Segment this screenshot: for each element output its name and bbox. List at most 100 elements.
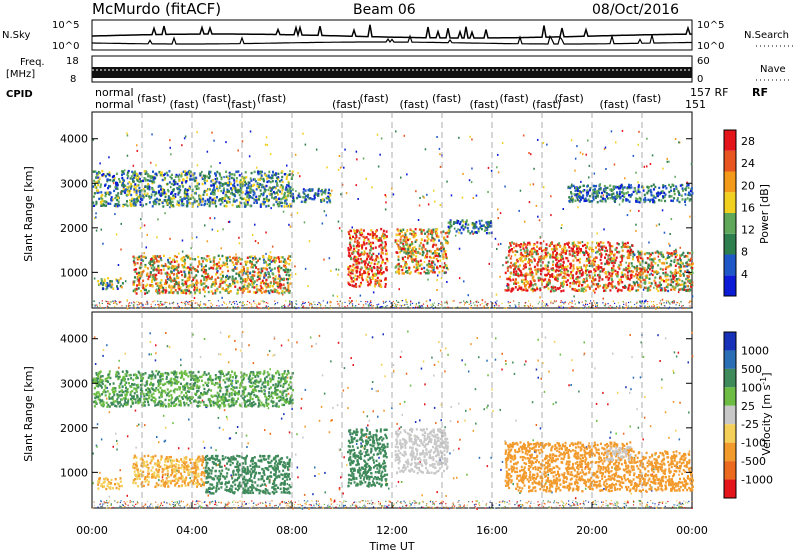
echo-point: [351, 303, 354, 305]
echo-point: [361, 244, 364, 247]
echo-point: [246, 203, 249, 206]
echo-point: [518, 268, 520, 271]
echo-point: [256, 275, 259, 279]
echo-point: [273, 173, 276, 176]
echo-point: [192, 278, 195, 282]
echo-point: [395, 304, 397, 306]
echo-point: [264, 281, 267, 284]
echo-point: [129, 202, 132, 205]
echo-point: [121, 176, 124, 180]
echo-point: [244, 192, 247, 196]
echo-point: [350, 302, 352, 304]
echo-point: [133, 186, 136, 190]
echo-point: [453, 300, 455, 302]
echo-point: [195, 200, 198, 203]
echo-point: [199, 303, 201, 305]
echo-point: [148, 188, 151, 191]
echo-point: [396, 242, 399, 246]
echo-point: [271, 290, 274, 294]
echo-point: [367, 270, 370, 274]
echo-point: [372, 291, 375, 294]
echo-point: [487, 307, 489, 309]
echo-point: [106, 286, 109, 289]
echo-point: [248, 278, 251, 281]
echo-point: [546, 264, 549, 267]
echo-point: [570, 270, 573, 274]
echo-point: [271, 285, 274, 288]
echo-point: [107, 306, 109, 308]
echo-point: [407, 238, 409, 242]
echo-point: [123, 203, 126, 206]
echo-point: [585, 153, 587, 156]
echo-point: [164, 272, 167, 275]
echo-point: [313, 194, 316, 197]
echo-point: [260, 290, 262, 293]
echo-point: [145, 246, 147, 249]
echo-point: [477, 227, 480, 231]
echo-point: [588, 264, 591, 267]
echo-point: [529, 273, 532, 276]
echo-point: [137, 199, 139, 202]
echo-point: [555, 255, 558, 259]
echo-point: [335, 268, 337, 271]
echo-point: [248, 290, 251, 293]
echo-point: [126, 307, 129, 310]
echo-point: [482, 224, 485, 227]
echo-point: [642, 288, 645, 291]
echo-point: [578, 301, 580, 304]
echo-point: [238, 273, 240, 277]
echo-point: [571, 302, 573, 304]
echo-point: [431, 236, 434, 239]
echo-point: [444, 301, 446, 303]
echo-point: [537, 252, 540, 256]
echo-point: [215, 180, 218, 183]
echo-point: [297, 172, 299, 175]
echo-point: [417, 262, 420, 266]
echo-point: [603, 148, 606, 151]
echo-point: [134, 290, 137, 293]
echo-point: [95, 181, 98, 184]
echo-point: [238, 181, 241, 184]
cpid-fast-label: (fast): [532, 98, 561, 111]
echo-point: [248, 195, 251, 199]
echo-point: [169, 276, 172, 279]
echo-point: [635, 223, 637, 226]
echo-point: [132, 204, 135, 207]
echo-point: [288, 262, 291, 266]
echo-point: [159, 184, 162, 188]
echo-point: [226, 256, 229, 260]
echo-point: [270, 207, 272, 210]
echo-point: [616, 275, 619, 278]
echo-point: [541, 278, 544, 281]
echo-point: [306, 195, 309, 199]
echo-point: [452, 222, 455, 225]
echo-point: [237, 170, 240, 173]
echo-point: [193, 297, 196, 299]
echo-point: [640, 302, 642, 305]
echo-point: [129, 187, 132, 190]
echo-point: [631, 258, 634, 261]
echo-point: [147, 303, 149, 305]
echo-point: [371, 277, 374, 280]
echo-point: [631, 285, 634, 288]
echo-point: [326, 301, 329, 303]
echo-point: [268, 186, 271, 189]
echo-point: [447, 229, 450, 232]
echo-point: [403, 236, 406, 239]
echo-point: [604, 256, 606, 259]
echo-point: [204, 304, 207, 306]
echo-point: [174, 307, 176, 309]
echo-point: [111, 198, 114, 201]
echo-point: [252, 277, 254, 280]
echo-point: [378, 282, 380, 285]
echo-point: [558, 306, 560, 309]
echo-point: [214, 202, 217, 205]
echo-point: [262, 282, 265, 285]
echo-point: [169, 139, 171, 142]
echo-point: [197, 205, 199, 208]
echo-point: [210, 180, 213, 183]
echo-point: [379, 264, 382, 267]
echo-point: [585, 250, 588, 253]
echo-point: [256, 290, 259, 294]
echo-point: [419, 272, 422, 275]
